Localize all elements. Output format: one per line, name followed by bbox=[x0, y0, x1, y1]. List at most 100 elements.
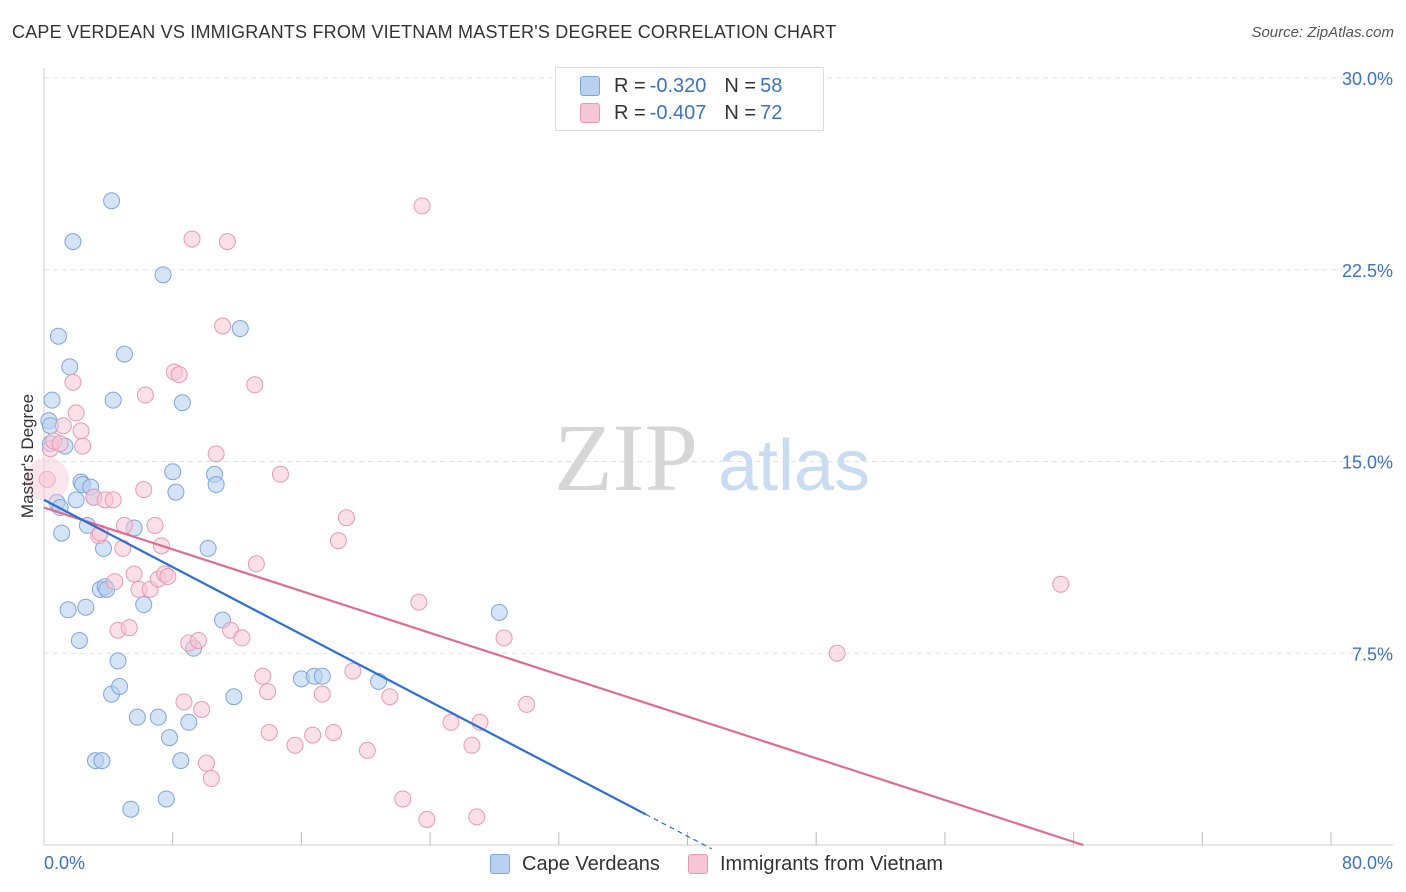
data-point bbox=[146, 516, 164, 534]
data-point bbox=[254, 667, 272, 685]
legend-item-immigrants-vietnam[interactable]: Immigrants from Vietnam bbox=[688, 850, 943, 878]
data-point bbox=[122, 800, 140, 818]
data-point bbox=[128, 708, 146, 726]
data-point bbox=[394, 790, 412, 808]
data-point bbox=[67, 491, 85, 509]
data-point bbox=[193, 700, 211, 718]
data-point bbox=[271, 465, 289, 483]
data-point bbox=[43, 391, 61, 409]
r-value: -0.320 bbox=[649, 74, 707, 97]
legend-item-cape-verdeans[interactable]: Cape Verdeans bbox=[490, 850, 660, 878]
data-point bbox=[313, 685, 331, 703]
r-value: -0.407 bbox=[649, 101, 707, 124]
data-point bbox=[180, 713, 198, 731]
data-point bbox=[225, 688, 243, 706]
blue-swatch-icon bbox=[580, 76, 600, 96]
data-point bbox=[54, 417, 72, 435]
data-point bbox=[159, 568, 177, 586]
data-point bbox=[93, 752, 111, 770]
data-point bbox=[135, 481, 153, 499]
n-value: 58 bbox=[760, 74, 783, 97]
data-point bbox=[260, 724, 278, 742]
data-point bbox=[172, 752, 190, 770]
data-point bbox=[495, 629, 513, 647]
legend-row-blue: R = -0.320 N = 58 bbox=[580, 73, 782, 99]
trendlines bbox=[43, 498, 1084, 850]
data-point bbox=[67, 404, 85, 422]
trendline-cape-verdeans bbox=[43, 498, 647, 816]
data-point bbox=[259, 683, 277, 701]
data-point bbox=[468, 808, 486, 826]
y-tick-label: 7.5% bbox=[1352, 644, 1393, 664]
data-point bbox=[149, 708, 167, 726]
y-tick-label: 15.0% bbox=[1342, 453, 1393, 473]
data-point bbox=[410, 593, 428, 611]
data-point bbox=[358, 741, 376, 759]
data-point bbox=[104, 491, 122, 509]
data-point bbox=[183, 230, 201, 248]
data-point bbox=[64, 373, 82, 391]
data-point bbox=[286, 736, 304, 754]
data-point bbox=[304, 726, 322, 744]
data-point bbox=[157, 790, 175, 808]
data-point bbox=[442, 713, 460, 731]
watermark: ZIP atlas bbox=[554, 404, 870, 511]
chart-title: CAPE VERDEAN VS IMMIGRANTS FROM VIETNAM … bbox=[12, 22, 837, 42]
y-tick-label: 30.0% bbox=[1342, 69, 1393, 89]
data-point bbox=[64, 233, 82, 251]
data-point bbox=[381, 688, 399, 706]
data-point bbox=[170, 366, 188, 384]
data-point bbox=[189, 631, 207, 649]
data-point bbox=[418, 810, 436, 828]
data-point bbox=[167, 483, 185, 501]
data-point bbox=[115, 345, 133, 363]
watermark-zip: ZIP bbox=[554, 404, 698, 511]
data-point bbox=[413, 197, 431, 215]
data-point bbox=[173, 394, 191, 412]
data-point bbox=[344, 662, 362, 680]
data-point bbox=[106, 573, 124, 591]
data-point bbox=[111, 677, 129, 695]
axes bbox=[43, 68, 1393, 846]
tick-labels: 7.5% 15.0% 22.5% 30.0% 0.0% 80.0% bbox=[44, 69, 1393, 873]
data-point bbox=[463, 736, 481, 754]
data-point bbox=[247, 555, 265, 573]
data-point bbox=[125, 565, 143, 583]
data-point bbox=[207, 476, 225, 494]
data-point bbox=[51, 435, 69, 453]
data-point bbox=[103, 192, 121, 210]
grid-lines bbox=[44, 77, 1393, 654]
data-point bbox=[72, 422, 90, 440]
data-point bbox=[325, 724, 343, 742]
data-point bbox=[136, 386, 154, 404]
r-label: R = bbox=[614, 74, 646, 97]
watermark-atlas: atlas bbox=[718, 426, 870, 506]
data-point bbox=[164, 463, 182, 481]
stats-legend: R = -0.320 N = 58 R = -0.407 N = 72 bbox=[555, 67, 824, 131]
data-point bbox=[59, 601, 77, 619]
data-point bbox=[246, 376, 264, 394]
pink-swatch-icon bbox=[688, 854, 708, 874]
legend-label: Immigrants from Vietnam bbox=[720, 852, 944, 875]
legend-label: Cape Verdeans bbox=[522, 852, 660, 875]
n-value: 72 bbox=[760, 101, 783, 124]
data-point bbox=[207, 445, 225, 463]
data-point bbox=[109, 652, 127, 670]
y-tick-label: 22.5% bbox=[1342, 261, 1393, 281]
data-point bbox=[490, 603, 508, 621]
source-credit: Source: ZipAtlas.com bbox=[1251, 24, 1394, 41]
data-point bbox=[337, 509, 355, 527]
data-point bbox=[135, 596, 153, 614]
n-label: N = bbox=[724, 74, 757, 97]
data-point bbox=[25, 457, 70, 502]
pink-swatch-icon bbox=[580, 103, 600, 123]
data-point bbox=[104, 391, 122, 409]
data-point bbox=[202, 770, 220, 788]
data-point bbox=[74, 437, 92, 455]
legend-row-pink: R = -0.407 N = 72 bbox=[580, 100, 782, 126]
y-axis-label: Master's Degree bbox=[18, 394, 37, 518]
data-point bbox=[329, 532, 347, 550]
data-point bbox=[38, 470, 56, 488]
data-point bbox=[233, 629, 251, 647]
